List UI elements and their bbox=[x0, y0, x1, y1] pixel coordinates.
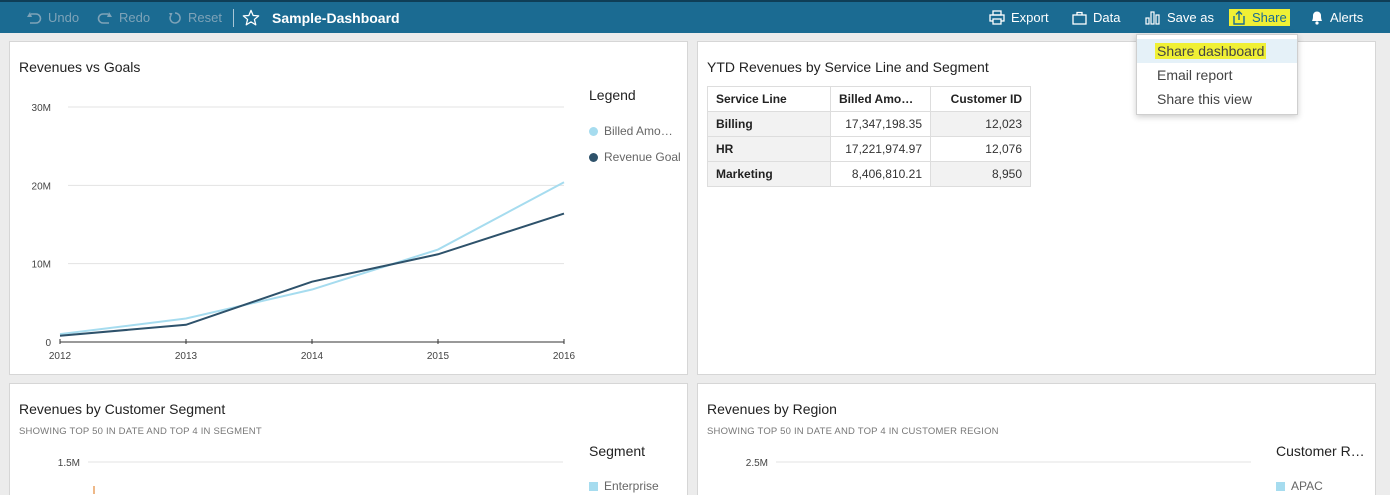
menu-item-email-report[interactable]: Email report bbox=[1137, 63, 1297, 87]
undo-icon bbox=[26, 11, 42, 25]
table-cell: Billing bbox=[707, 111, 831, 137]
series-line-billed bbox=[59, 181, 565, 336]
panel-title: YTD Revenues by Service Line and Segment bbox=[707, 59, 989, 75]
x-tick-label: 2015 bbox=[427, 351, 450, 362]
segment-chart: 1.5M bbox=[58, 458, 563, 494]
table-cell: Marketing bbox=[707, 161, 831, 187]
table-cell: HR bbox=[707, 136, 831, 162]
column-header[interactable]: Service Line bbox=[707, 86, 831, 112]
y-tick-label: 2.5M bbox=[746, 458, 768, 469]
legend-item-billed[interactable]: Billed Amo… bbox=[589, 124, 673, 138]
star-icon bbox=[242, 9, 260, 27]
legend-title: Legend bbox=[589, 87, 636, 103]
y-tick-label: 10M bbox=[32, 260, 51, 271]
customer-segment-panel: Revenues by Customer Segment SHOWING TOP… bbox=[9, 383, 688, 495]
legend-label: Enterprise bbox=[604, 479, 659, 493]
y-tick-label: 1.5M bbox=[58, 458, 80, 469]
legend-label: Revenue Goal bbox=[604, 150, 681, 164]
table-header-row: Service Line Billed Amo… Customer ID bbox=[707, 86, 1031, 112]
reset-button[interactable]: Reset bbox=[168, 2, 222, 33]
menu-item-share-dashboard[interactable]: Share dashboard bbox=[1137, 39, 1297, 63]
ytd-table: Service Line Billed Amo… Customer ID Bil… bbox=[707, 86, 1031, 187]
table-row[interactable]: Marketing 8,406,810.21 8,950 bbox=[707, 161, 1031, 187]
share-icon bbox=[1232, 10, 1246, 25]
legend-item-goal[interactable]: Revenue Goal bbox=[589, 150, 681, 164]
revenues-vs-goals-chart: 0 10M 20M 30M 2012 2013 2014 2015 2016 bbox=[32, 103, 576, 362]
bar-chart-icon bbox=[1145, 10, 1161, 25]
printer-icon bbox=[989, 10, 1005, 25]
menu-item-label: Share this view bbox=[1157, 91, 1252, 107]
table-cell: 8,950 bbox=[930, 161, 1031, 187]
save-as-button[interactable]: Save as bbox=[1145, 2, 1214, 33]
region-panel: Revenues by Region SHOWING TOP 50 IN DAT… bbox=[697, 383, 1376, 495]
save-as-label: Save as bbox=[1167, 10, 1214, 25]
panel-title: Revenues by Customer Segment bbox=[19, 401, 226, 417]
reset-icon bbox=[168, 11, 182, 25]
top-toolbar: Undo Redo Reset Sample-Dashboard Export … bbox=[0, 0, 1390, 33]
legend-item-enterprise[interactable]: Enterprise bbox=[589, 479, 659, 493]
region-chart: 2.5M bbox=[746, 458, 1251, 469]
redo-icon bbox=[97, 11, 113, 25]
legend-title: Segment bbox=[589, 443, 646, 459]
legend-label: APAC bbox=[1291, 479, 1323, 493]
legend-item-apac[interactable]: APAC bbox=[1276, 479, 1323, 493]
revenues-vs-goals-panel: Revenues vs Goals 0 10M 20M 30M 2012 2013 2014… bbox=[9, 41, 688, 375]
share-button[interactable]: Share bbox=[1229, 2, 1290, 33]
table-cell: 8,406,810.21 bbox=[830, 161, 931, 187]
alerts-label: Alerts bbox=[1330, 10, 1364, 25]
x-tick-label: 2012 bbox=[49, 351, 72, 362]
table-row[interactable]: Billing 17,347,198.35 12,023 bbox=[707, 111, 1031, 137]
export-button[interactable]: Export bbox=[989, 2, 1049, 33]
table-cell: 17,347,198.35 bbox=[830, 111, 931, 137]
legend-label: Billed Amo… bbox=[604, 124, 673, 138]
panel-title: Revenues vs Goals bbox=[19, 59, 141, 75]
redo-label: Redo bbox=[119, 10, 151, 25]
column-header[interactable]: Customer ID bbox=[930, 86, 1031, 112]
share-button-highlight: Share bbox=[1229, 9, 1290, 26]
legend-title: Customer R… bbox=[1276, 443, 1365, 459]
alerts-button[interactable]: Alerts bbox=[1310, 2, 1363, 33]
dashboard-title: Sample-Dashboard bbox=[272, 9, 400, 26]
legend-swatch bbox=[589, 152, 598, 162]
x-tick-label: 2013 bbox=[175, 351, 198, 362]
panel-title: Revenues by Region bbox=[707, 401, 837, 417]
legend-swatch bbox=[589, 126, 598, 136]
redo-button[interactable]: Redo bbox=[97, 2, 150, 33]
toolbar-divider bbox=[233, 9, 234, 27]
briefcase-icon bbox=[1072, 11, 1087, 25]
menu-item-share-this-view[interactable]: Share this view bbox=[1137, 87, 1297, 111]
data-button[interactable]: Data bbox=[1072, 2, 1120, 33]
menu-item-label: Share dashboard bbox=[1155, 43, 1267, 59]
table-row[interactable]: HR 17,221,974.97 12,076 bbox=[707, 136, 1031, 162]
undo-button[interactable]: Undo bbox=[26, 2, 79, 33]
panel-subtitle: SHOWING TOP 50 IN DATE AND TOP 4 IN CUST… bbox=[707, 426, 999, 437]
series-line-goal bbox=[59, 212, 565, 337]
panel-subtitle: SHOWING TOP 50 IN DATE AND TOP 4 IN SEGM… bbox=[19, 426, 262, 437]
data-label: Data bbox=[1093, 10, 1121, 25]
undo-label: Undo bbox=[48, 10, 80, 25]
favorite-button[interactable] bbox=[242, 2, 260, 33]
table-cell: 12,076 bbox=[930, 136, 1031, 162]
y-tick-label: 0 bbox=[45, 338, 51, 349]
reset-label: Reset bbox=[188, 10, 222, 25]
x-tick-label: 2014 bbox=[301, 351, 324, 362]
legend-swatch bbox=[1276, 481, 1285, 491]
column-header[interactable]: Billed Amo… bbox=[830, 86, 931, 112]
y-tick-label: 30M bbox=[32, 103, 51, 114]
legend-swatch bbox=[589, 481, 598, 491]
bell-icon bbox=[1310, 10, 1324, 25]
table-cell: 17,221,974.97 bbox=[830, 136, 931, 162]
share-label: Share bbox=[1252, 10, 1287, 25]
x-tick-label: 2016 bbox=[553, 351, 576, 362]
menu-item-label: Email report bbox=[1157, 67, 1233, 83]
y-tick-label: 20M bbox=[32, 181, 51, 192]
share-menu: Share dashboard Email report Share this … bbox=[1136, 34, 1298, 115]
export-label: Export bbox=[1011, 10, 1049, 25]
table-cell: 12,023 bbox=[930, 111, 1031, 137]
